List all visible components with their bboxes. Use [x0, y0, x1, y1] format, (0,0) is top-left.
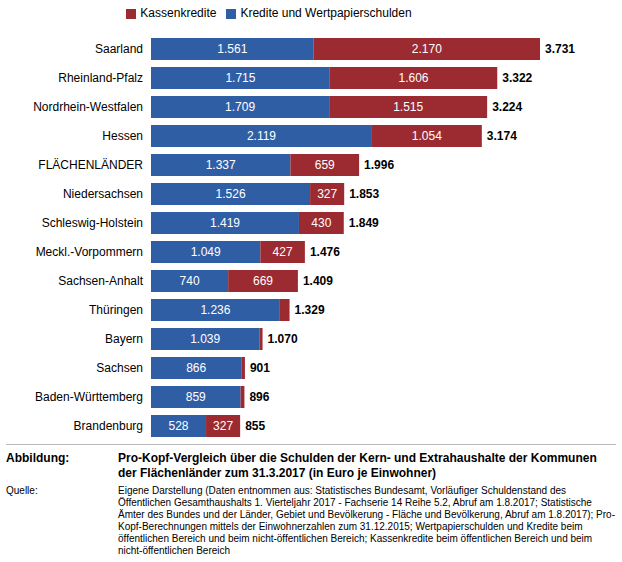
- svg-text:1.236: 1.236: [200, 303, 230, 317]
- svg-text:1.329: 1.329: [295, 303, 325, 317]
- svg-text:FLÄCHENLÄNDER: FLÄCHENLÄNDER: [38, 158, 143, 172]
- svg-text:3.174: 3.174: [487, 129, 517, 143]
- svg-text:1.853: 1.853: [349, 187, 379, 201]
- svg-text:Thüringen: Thüringen: [89, 303, 143, 317]
- svg-text:1.526: 1.526: [216, 187, 246, 201]
- svg-text:1.039: 1.039: [190, 332, 220, 346]
- svg-text:1.561: 1.561: [217, 42, 247, 56]
- svg-text:Sachsen-Anhalt: Sachsen-Anhalt: [58, 274, 143, 288]
- html-text:Abbildung:: Abbildung:: [6, 451, 70, 465]
- svg-text:Baden-Württemberg: Baden-Württemberg: [35, 390, 143, 404]
- svg-text:327: 327: [213, 419, 233, 433]
- svg-text:Brandenburg: Brandenburg: [74, 419, 143, 433]
- html-text:Kredite und Wertpapierschulden: Kredite und Wertpapierschulden: [240, 6, 412, 20]
- svg-text:1.476: 1.476: [310, 245, 340, 259]
- svg-text:Sachsen: Sachsen: [96, 361, 143, 375]
- svg-text:3.731: 3.731: [545, 42, 575, 56]
- svg-text:669: 669: [253, 274, 273, 288]
- svg-text:2.170: 2.170: [412, 42, 442, 56]
- svg-text:896: 896: [249, 390, 269, 404]
- svg-text:1.070: 1.070: [268, 332, 298, 346]
- svg-text:528: 528: [169, 419, 189, 433]
- svg-text:Saarland: Saarland: [95, 42, 143, 56]
- svg-text:3.322: 3.322: [502, 71, 532, 85]
- svg-text:2.119: 2.119: [247, 129, 276, 143]
- svg-text:327: 327: [317, 187, 337, 201]
- svg-text:1.049: 1.049: [191, 245, 221, 259]
- svg-text:Hessen: Hessen: [102, 129, 143, 143]
- svg-text:659: 659: [315, 158, 335, 172]
- svg-text:Rheinland-Pfalz: Rheinland-Pfalz: [58, 71, 143, 85]
- svg-text:866: 866: [186, 361, 206, 375]
- svg-text:Nordrhein-Westfalen: Nordrhein-Westfalen: [33, 100, 143, 114]
- svg-text:1.515: 1.515: [393, 100, 423, 114]
- html-text:Pro-Kopf-Vergleich über die Sc: Pro-Kopf-Vergleich über die Schulden der…: [118, 451, 597, 480]
- html-text:Eigene Darstellung (Daten entn: Eigene Darstellung (Daten entnommen aus:…: [118, 485, 615, 556]
- svg-text:1.996: 1.996: [364, 158, 394, 172]
- svg-text:1.715: 1.715: [225, 71, 255, 85]
- html-text:Quelle:: Quelle:: [6, 485, 38, 496]
- svg-text:740: 740: [180, 274, 200, 288]
- svg-text:Bayern: Bayern: [105, 332, 143, 346]
- svg-text:1.337: 1.337: [206, 158, 236, 172]
- svg-text:427: 427: [273, 245, 293, 259]
- svg-text:901: 901: [250, 361, 270, 375]
- svg-text:859: 859: [186, 390, 206, 404]
- svg-text:855: 855: [245, 419, 265, 433]
- svg-text:Meckl.-Vorpommern: Meckl.-Vorpommern: [36, 245, 143, 259]
- svg-text:1.709: 1.709: [225, 100, 255, 114]
- svg-text:1.054: 1.054: [412, 129, 442, 143]
- html-text:Kassenkredite: Kassenkredite: [140, 6, 217, 20]
- svg-text:1.849: 1.849: [349, 216, 379, 230]
- svg-text:1.419: 1.419: [210, 216, 240, 230]
- svg-text:Schleswig-Holstein: Schleswig-Holstein: [42, 216, 143, 230]
- svg-text:Niedersachsen: Niedersachsen: [63, 187, 143, 201]
- svg-text:1.606: 1.606: [399, 71, 429, 85]
- svg-text:430: 430: [311, 216, 331, 230]
- svg-text:3.224: 3.224: [492, 100, 522, 114]
- svg-text:1.409: 1.409: [303, 274, 333, 288]
